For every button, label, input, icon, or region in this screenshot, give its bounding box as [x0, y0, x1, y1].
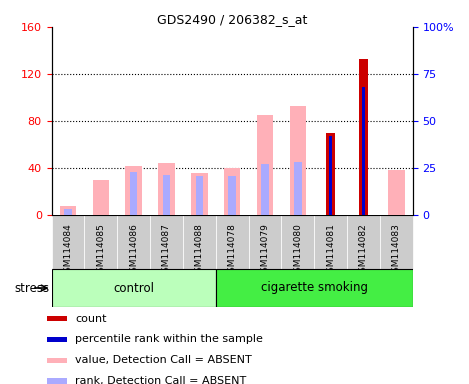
Text: GSM114078: GSM114078	[227, 223, 237, 278]
Bar	[60, 206, 76, 215]
FancyBboxPatch shape	[52, 269, 216, 307]
Bar	[294, 162, 302, 215]
Bar	[191, 173, 207, 215]
FancyBboxPatch shape	[216, 215, 249, 269]
Text: value, Detection Call = ABSENT: value, Detection Call = ABSENT	[75, 355, 252, 365]
Bar	[158, 163, 174, 215]
FancyBboxPatch shape	[117, 215, 150, 269]
Bar	[257, 115, 273, 215]
Text: percentile rank within the sample: percentile rank within the sample	[75, 334, 263, 344]
Bar	[228, 176, 236, 215]
Text: GSM114087: GSM114087	[162, 223, 171, 278]
Bar	[130, 172, 137, 215]
FancyBboxPatch shape	[52, 215, 84, 269]
Bar	[47, 378, 67, 384]
Title: GDS2490 / 206382_s_at: GDS2490 / 206382_s_at	[157, 13, 307, 26]
Text: GSM114086: GSM114086	[129, 223, 138, 278]
FancyBboxPatch shape	[380, 215, 413, 269]
Bar	[92, 180, 109, 215]
Text: stress: stress	[15, 281, 50, 295]
Text: GSM114082: GSM114082	[359, 223, 368, 278]
Text: GSM114083: GSM114083	[392, 223, 401, 278]
Text: rank, Detection Call = ABSENT: rank, Detection Call = ABSENT	[75, 376, 246, 384]
Bar	[388, 170, 404, 215]
FancyBboxPatch shape	[347, 215, 380, 269]
Bar	[224, 168, 240, 215]
Bar	[261, 164, 269, 215]
Bar	[362, 87, 365, 215]
Text: control: control	[113, 281, 154, 295]
FancyBboxPatch shape	[314, 215, 347, 269]
Text: GSM114088: GSM114088	[195, 223, 204, 278]
FancyBboxPatch shape	[216, 269, 413, 307]
Text: GSM114079: GSM114079	[260, 223, 270, 278]
Text: GSM114081: GSM114081	[326, 223, 335, 278]
Bar	[64, 209, 72, 215]
Bar	[359, 59, 368, 215]
Bar	[329, 136, 332, 215]
Bar	[47, 316, 67, 321]
Text: GSM114080: GSM114080	[293, 223, 303, 278]
Bar	[163, 175, 170, 215]
FancyBboxPatch shape	[281, 215, 314, 269]
FancyBboxPatch shape	[183, 215, 216, 269]
FancyBboxPatch shape	[84, 215, 117, 269]
Bar	[47, 358, 67, 363]
Text: GSM114085: GSM114085	[96, 223, 106, 278]
FancyBboxPatch shape	[249, 215, 281, 269]
Text: count: count	[75, 314, 106, 324]
Text: GSM114084: GSM114084	[63, 223, 73, 278]
Bar	[125, 166, 142, 215]
Bar	[289, 106, 306, 215]
Text: cigarette smoking: cigarette smoking	[261, 281, 368, 295]
Bar	[47, 337, 67, 342]
FancyBboxPatch shape	[150, 215, 183, 269]
Bar	[326, 133, 335, 215]
Bar	[196, 176, 203, 215]
